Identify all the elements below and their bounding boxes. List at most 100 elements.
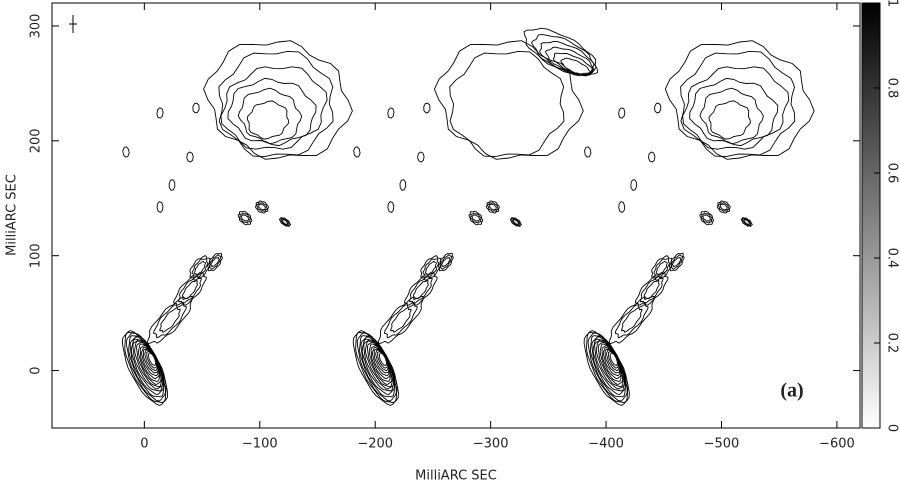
contour xyxy=(129,336,165,395)
contour xyxy=(597,341,624,385)
contour xyxy=(355,331,398,403)
colorbar-tick-label: 0.2 xyxy=(885,333,900,354)
contour xyxy=(544,46,595,76)
contour xyxy=(560,57,592,77)
contour xyxy=(194,260,206,276)
contour xyxy=(240,214,250,222)
contour xyxy=(147,295,193,345)
contour xyxy=(601,345,622,380)
contour xyxy=(651,255,673,281)
contour xyxy=(640,275,664,305)
contour xyxy=(591,336,626,395)
contour xyxy=(682,66,790,150)
contour xyxy=(668,252,685,272)
contour xyxy=(608,295,655,345)
contour xyxy=(377,351,388,369)
contour xyxy=(399,179,407,191)
x-tick-label: −400 xyxy=(588,437,624,452)
contour xyxy=(258,203,266,211)
contour xyxy=(630,179,638,191)
contour xyxy=(203,40,353,160)
contour xyxy=(363,339,395,390)
contour xyxy=(192,102,200,114)
contour xyxy=(717,202,730,212)
contour xyxy=(700,212,713,224)
contour xyxy=(387,201,395,213)
contour xyxy=(586,331,629,403)
contour xyxy=(487,202,499,212)
colorbar-tick-label: 0 xyxy=(885,424,900,432)
contour xyxy=(189,255,211,281)
contour xyxy=(146,351,157,369)
contour xyxy=(237,210,253,226)
contour xyxy=(634,271,669,309)
contour xyxy=(156,107,164,119)
contour xyxy=(422,258,440,278)
contour xyxy=(141,347,160,376)
contour xyxy=(488,203,497,211)
contour xyxy=(142,348,159,374)
contour xyxy=(680,50,796,158)
contour xyxy=(218,50,334,158)
x-tick-label: 0 xyxy=(140,437,148,452)
contour xyxy=(602,347,621,376)
contour xyxy=(147,352,157,366)
contour xyxy=(653,258,670,278)
contour xyxy=(178,275,202,305)
contour xyxy=(360,336,395,395)
contour xyxy=(372,347,391,376)
contour xyxy=(449,50,565,158)
contour xyxy=(366,341,393,385)
contour xyxy=(604,348,621,374)
panel-label: (a) xyxy=(780,380,803,402)
contour xyxy=(353,146,361,158)
contour-panel xyxy=(583,40,815,406)
colorbar-tick-label: 0.4 xyxy=(885,248,900,269)
plot-frame xyxy=(51,2,861,429)
contour xyxy=(378,352,388,366)
contour xyxy=(159,307,181,333)
contour xyxy=(191,258,209,278)
contour xyxy=(719,203,728,211)
contour xyxy=(702,214,712,222)
contour xyxy=(423,102,431,114)
contour xyxy=(153,301,187,339)
contour xyxy=(594,339,625,390)
x-tick-label: −100 xyxy=(242,437,278,452)
contour xyxy=(412,279,429,301)
contour xyxy=(208,254,222,270)
contour xyxy=(378,295,424,345)
colorbar-tick-label: 0.8 xyxy=(885,78,900,99)
contour xyxy=(438,252,454,272)
contour xyxy=(509,217,522,227)
contour xyxy=(368,343,392,382)
contour xyxy=(471,214,481,222)
contour xyxy=(409,275,433,305)
colorbar xyxy=(861,2,881,429)
contour xyxy=(370,345,391,380)
contour xyxy=(468,210,484,226)
contour xyxy=(699,210,715,226)
contour xyxy=(156,201,164,213)
contour xyxy=(523,27,599,77)
contour xyxy=(433,40,584,160)
contour xyxy=(186,151,194,163)
contour-panel xyxy=(121,40,353,406)
contour xyxy=(607,351,619,369)
contour xyxy=(239,212,251,224)
contour xyxy=(742,218,752,226)
contour xyxy=(417,151,425,163)
contour xyxy=(740,217,753,227)
contour xyxy=(441,256,451,268)
contour xyxy=(439,254,453,270)
contour xyxy=(237,87,303,145)
contour xyxy=(584,146,592,158)
contour xyxy=(618,107,626,119)
x-tick-label: −300 xyxy=(473,437,509,452)
contour xyxy=(220,66,328,150)
colorbar-tick-label: 0.6 xyxy=(885,163,900,184)
contour xyxy=(139,345,160,380)
contour xyxy=(654,102,662,114)
contour xyxy=(643,279,660,301)
